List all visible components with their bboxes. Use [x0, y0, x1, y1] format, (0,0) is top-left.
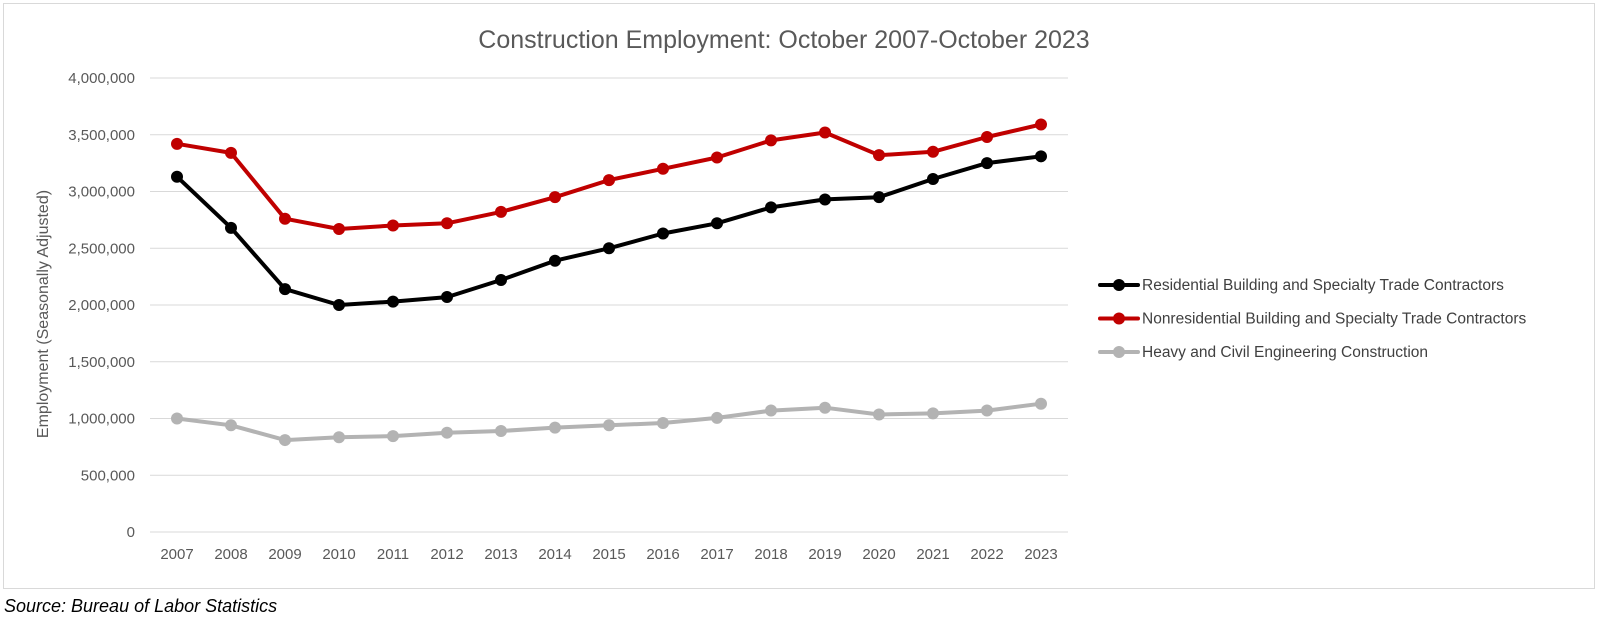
- data-point: [387, 295, 399, 308]
- legend-item: Heavy and Civil Engineering Construction: [1098, 344, 1428, 361]
- data-point: [603, 174, 615, 187]
- data-point: [657, 417, 669, 430]
- x-tick-label: 2023: [1024, 546, 1057, 563]
- data-point: [225, 146, 237, 159]
- y-tick-label: 2,500,000: [68, 240, 135, 257]
- data-point: [711, 411, 723, 424]
- data-point: [333, 431, 345, 444]
- x-tick-label: 2018: [754, 546, 787, 563]
- data-point: [387, 219, 399, 232]
- data-point: [441, 291, 453, 304]
- data-point: [549, 254, 561, 267]
- x-tick-label: 2013: [484, 546, 517, 563]
- data-point: [603, 242, 615, 255]
- data-point: [549, 421, 561, 434]
- data-point: [549, 191, 561, 204]
- y-tick-label: 3,000,000: [68, 184, 135, 201]
- data-point: [711, 151, 723, 164]
- legend-swatch-marker: [1113, 346, 1125, 358]
- legend-item: Residential Building and Specialty Trade…: [1098, 277, 1504, 294]
- data-point: [495, 205, 507, 218]
- data-point: [927, 407, 939, 420]
- data-point: [495, 274, 507, 287]
- data-point: [765, 134, 777, 147]
- data-point: [333, 222, 345, 235]
- data-point: [657, 162, 669, 175]
- data-point: [279, 212, 291, 225]
- data-point: [819, 193, 831, 206]
- x-tick-label: 2020: [862, 546, 895, 563]
- data-point: [279, 434, 291, 447]
- chart-title: Construction Employment: October 2007-Oc…: [478, 26, 1089, 54]
- x-tick-label: 2014: [538, 546, 571, 563]
- data-point: [225, 221, 237, 234]
- legend-swatch-marker: [1113, 279, 1125, 291]
- x-tick-label: 2009: [268, 546, 301, 563]
- data-point: [279, 283, 291, 296]
- legend-label: Residential Building and Specialty Trade…: [1142, 277, 1504, 294]
- data-point: [171, 170, 183, 183]
- y-tick-label: 1,500,000: [68, 354, 135, 371]
- gridlines: [150, 77, 1068, 533]
- y-tick-label: 0: [127, 524, 135, 541]
- data-point: [981, 157, 993, 170]
- series-3: [171, 397, 1047, 447]
- y-axis-ticks: 0 500,000 1,000,000 1,500,000 2,000,000 2,500…: [68, 70, 135, 541]
- data-point: [981, 404, 993, 417]
- data-point: [1035, 150, 1047, 163]
- data-point: [873, 149, 885, 162]
- data-point: [1035, 397, 1047, 410]
- data-point: [495, 424, 507, 437]
- data-point: [387, 430, 399, 443]
- legend-item: Nonresidential Building and Specialty Tr…: [1098, 311, 1527, 328]
- chart-frame: Construction Employment: October 2007-Oc…: [3, 3, 1595, 589]
- x-tick-label: 2010: [322, 546, 355, 563]
- data-point: [873, 191, 885, 204]
- data-point: [765, 404, 777, 417]
- data-point: [819, 126, 831, 139]
- data-point: [1035, 118, 1047, 131]
- y-tick-label: 1,000,000: [68, 411, 135, 428]
- data-point: [981, 131, 993, 144]
- series-layer: [171, 118, 1047, 447]
- data-point: [927, 145, 939, 158]
- y-tick-label: 4,000,000: [68, 70, 135, 87]
- legend: Residential Building and Specialty Trade…: [1098, 277, 1527, 361]
- data-point: [873, 408, 885, 421]
- x-tick-label: 2016: [646, 546, 679, 563]
- legend-swatch-marker: [1113, 312, 1125, 325]
- data-point: [711, 217, 723, 230]
- source-note: Source: Bureau of Labor Statistics: [4, 596, 278, 616]
- line-chart: Construction Employment: October 2007-Oc…: [35, 26, 1527, 563]
- data-point: [333, 299, 345, 311]
- legend-label: Heavy and Civil Engineering Construction: [1142, 344, 1428, 361]
- x-tick-label: 2011: [377, 546, 409, 563]
- y-axis-label: Employment (Seasonally Adjusted): [35, 190, 52, 438]
- data-point: [441, 217, 453, 230]
- x-tick-label: 2007: [160, 546, 193, 563]
- series-2: [171, 118, 1047, 235]
- x-tick-label: 2008: [214, 546, 247, 563]
- y-tick-label: 3,500,000: [68, 127, 135, 144]
- data-point: [819, 401, 831, 414]
- x-tick-label: 2022: [970, 546, 1003, 563]
- data-point: [171, 412, 183, 425]
- data-point: [765, 201, 777, 214]
- y-tick-label: 2,000,000: [68, 297, 135, 314]
- x-tick-label: 2012: [430, 546, 463, 563]
- series-1: [171, 150, 1047, 311]
- data-point: [171, 137, 183, 150]
- data-point: [927, 173, 939, 186]
- legend-label: Nonresidential Building and Specialty Tr…: [1142, 311, 1527, 328]
- y-tick-label: 500,000: [81, 467, 135, 484]
- data-point: [225, 419, 237, 432]
- x-tick-label: 2021: [916, 546, 949, 563]
- x-tick-label: 2019: [808, 546, 841, 563]
- x-tick-label: 2015: [592, 546, 625, 563]
- data-point: [441, 426, 453, 439]
- x-axis-ticks: 2007 2008 2009 2010 2011 2012 2013 2014 2015 2016…: [160, 546, 1057, 563]
- data-point: [603, 419, 615, 432]
- data-point: [657, 227, 669, 240]
- x-tick-label: 2017: [700, 546, 733, 563]
